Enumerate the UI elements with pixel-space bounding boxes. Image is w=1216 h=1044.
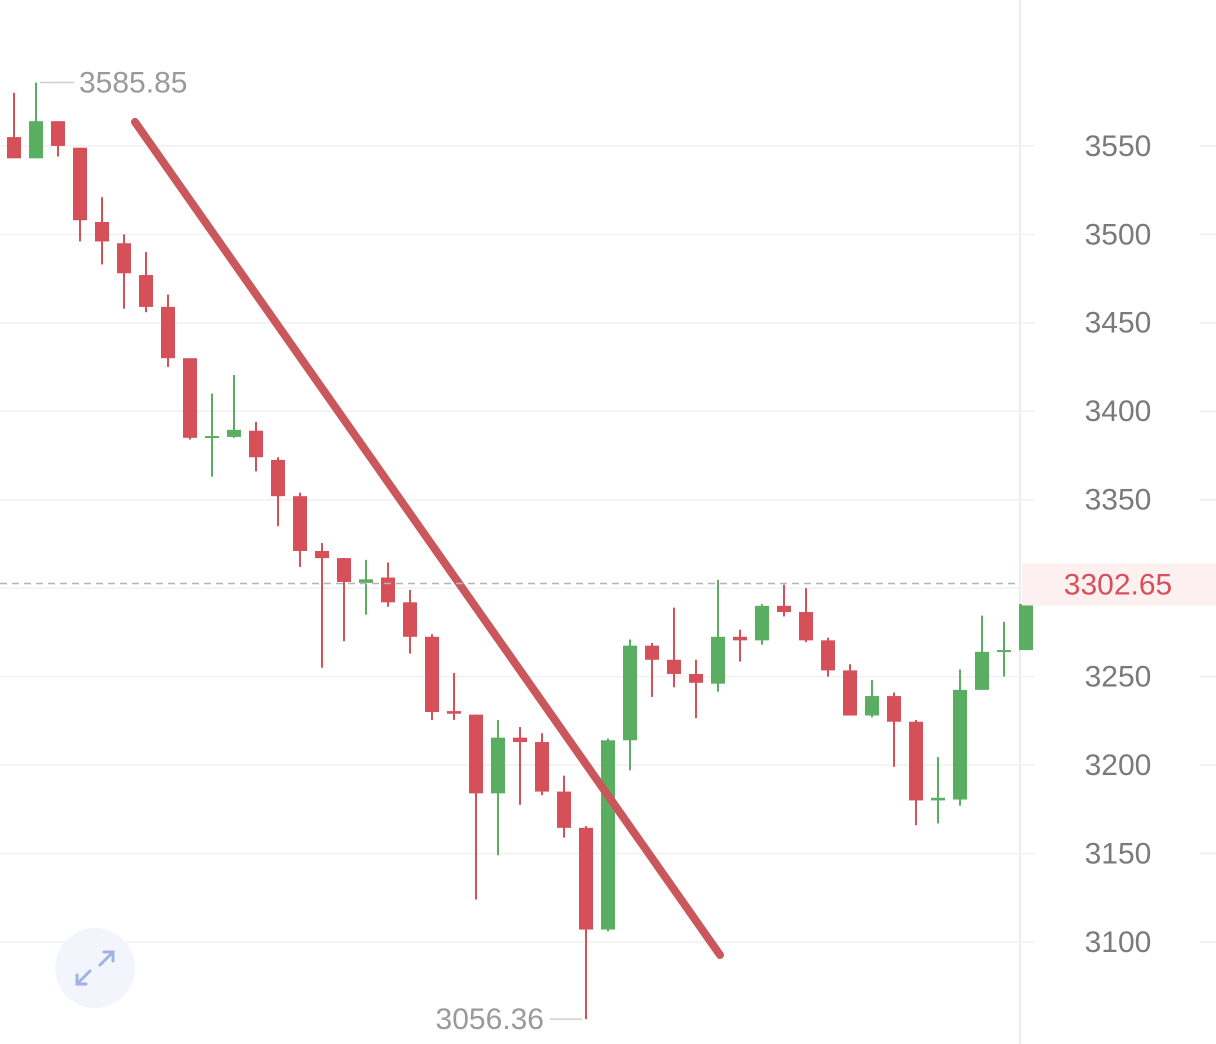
candle-body <box>975 651 989 690</box>
y-tick-label: 3500 <box>1085 218 1152 251</box>
candles <box>7 82 1033 1020</box>
candle-body <box>623 645 637 741</box>
candle-body <box>645 645 659 660</box>
candle-body <box>535 742 549 792</box>
candle-body <box>51 121 65 146</box>
min-label: 3056.36 <box>436 1003 544 1036</box>
candle-body <box>73 147 87 221</box>
y-tick-label: 3150 <box>1085 837 1152 870</box>
grid <box>0 145 1216 943</box>
candle-body <box>95 221 109 242</box>
max-label: 3585.85 <box>79 66 187 99</box>
candle-body <box>469 714 483 794</box>
candle-body <box>359 579 373 583</box>
candle-body <box>843 670 857 716</box>
expand-bg <box>55 928 135 1008</box>
candle-body <box>887 696 901 722</box>
candle-body <box>205 436 219 439</box>
candle-body <box>821 640 835 671</box>
candle-body <box>733 636 747 641</box>
candle-body <box>909 721 923 801</box>
y-tick-label: 3350 <box>1085 484 1152 517</box>
labels: 3100315032003250330033503400345035003550… <box>0 66 1216 1036</box>
candle-body <box>777 605 791 613</box>
candle-body <box>227 429 241 437</box>
candle-body <box>447 711 461 714</box>
expand-button[interactable] <box>55 928 135 1008</box>
candle-body <box>579 827 593 930</box>
candle-body <box>557 791 571 828</box>
candle-body <box>249 430 263 458</box>
candle-body <box>755 605 769 641</box>
last-price-bg <box>1022 563 1216 606</box>
y-tick-label: 3550 <box>1085 130 1152 163</box>
candle-body <box>29 121 43 159</box>
candle-body <box>183 358 197 438</box>
candle-body <box>293 496 307 552</box>
candle-body <box>381 577 395 603</box>
candle-body <box>1019 604 1033 651</box>
expand-icon <box>75 950 115 986</box>
candle-body <box>953 689 967 800</box>
candle-body <box>931 797 945 801</box>
last-price-label: 3302.65 <box>1064 568 1172 601</box>
candle-body <box>403 602 417 637</box>
candle-body <box>513 737 527 743</box>
candle-body <box>117 243 131 274</box>
candle-body <box>711 636 725 684</box>
y-tick-label: 3250 <box>1085 661 1152 694</box>
candle-body <box>161 306 175 359</box>
candle-body <box>337 558 351 582</box>
candle-body <box>997 650 1011 653</box>
candle-body <box>7 137 21 159</box>
candle-body <box>491 737 505 794</box>
candle-body <box>865 696 879 716</box>
candle-body <box>271 459 285 497</box>
candle-body <box>689 673 703 683</box>
candle-body <box>139 275 153 307</box>
y-tick-label: 3200 <box>1085 749 1152 782</box>
candle-body <box>315 551 329 559</box>
y-tick-label: 3450 <box>1085 307 1152 340</box>
candle-body <box>425 636 439 712</box>
trend-line <box>131 118 724 959</box>
candle-body <box>667 659 681 674</box>
y-tick-label: 3400 <box>1085 395 1152 428</box>
candle-body <box>799 612 813 641</box>
candle-body <box>601 740 615 930</box>
y-tick-label: 3100 <box>1085 926 1152 959</box>
